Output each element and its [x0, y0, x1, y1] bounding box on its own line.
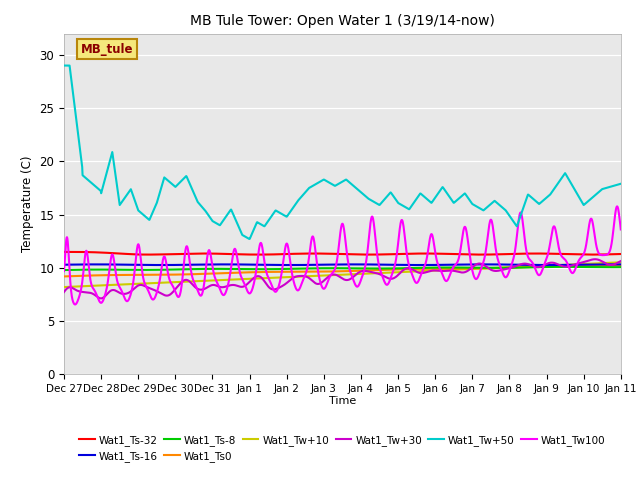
Y-axis label: Temperature (C): Temperature (C)	[21, 156, 34, 252]
X-axis label: Time: Time	[329, 396, 356, 406]
Text: MB_tule: MB_tule	[81, 43, 133, 56]
Title: MB Tule Tower: Open Water 1 (3/19/14-now): MB Tule Tower: Open Water 1 (3/19/14-now…	[190, 14, 495, 28]
Legend: Wat1_Ts-32, Wat1_Ts-16, Wat1_Ts-8, Wat1_Ts0, Wat1_Tw+10, Wat1_Tw+30, Wat1_Tw+50,: Wat1_Ts-32, Wat1_Ts-16, Wat1_Ts-8, Wat1_…	[75, 431, 610, 466]
